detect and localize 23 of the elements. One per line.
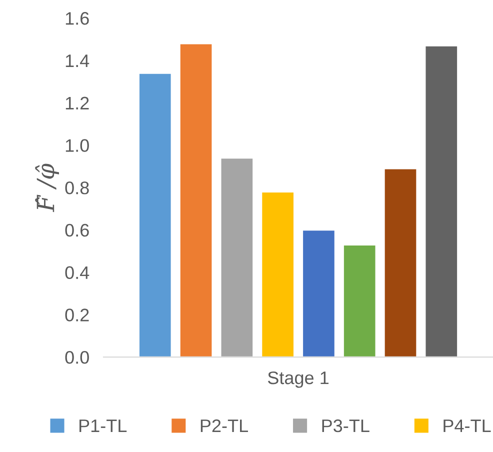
y-axis-title: F̂ /φ̂: [35, 164, 59, 212]
x-tick-label: Stage 1: [268, 371, 329, 388]
legend-label: P1-TL: [80, 420, 127, 432]
bar: [138, 72, 172, 358]
bar: [260, 191, 295, 358]
bar: [220, 157, 254, 358]
y-tick-label: 0.8: [65, 182, 89, 194]
legend-label: P2-TL: [200, 419, 248, 432]
y-tick-label: 1.2: [66, 96, 89, 110]
y-tick-label: 1.4: [66, 54, 90, 67]
bar: [342, 244, 377, 358]
bar: [383, 168, 418, 358]
y-tick-label: 0.4: [65, 266, 90, 280]
y-tick-label: 0.6: [65, 224, 89, 237]
bar: [302, 229, 336, 358]
bar: [424, 44, 458, 358]
y-tick-label: 1.6: [66, 12, 89, 25]
bar: [178, 42, 214, 358]
legend-label: P4-TL: [444, 420, 491, 432]
y-tick-label: 0.2: [65, 308, 89, 322]
y-tick-label: 0.0: [65, 351, 89, 364]
legend-label: P3-TL: [322, 419, 370, 432]
y-tick-label: 1.0: [66, 139, 89, 152]
